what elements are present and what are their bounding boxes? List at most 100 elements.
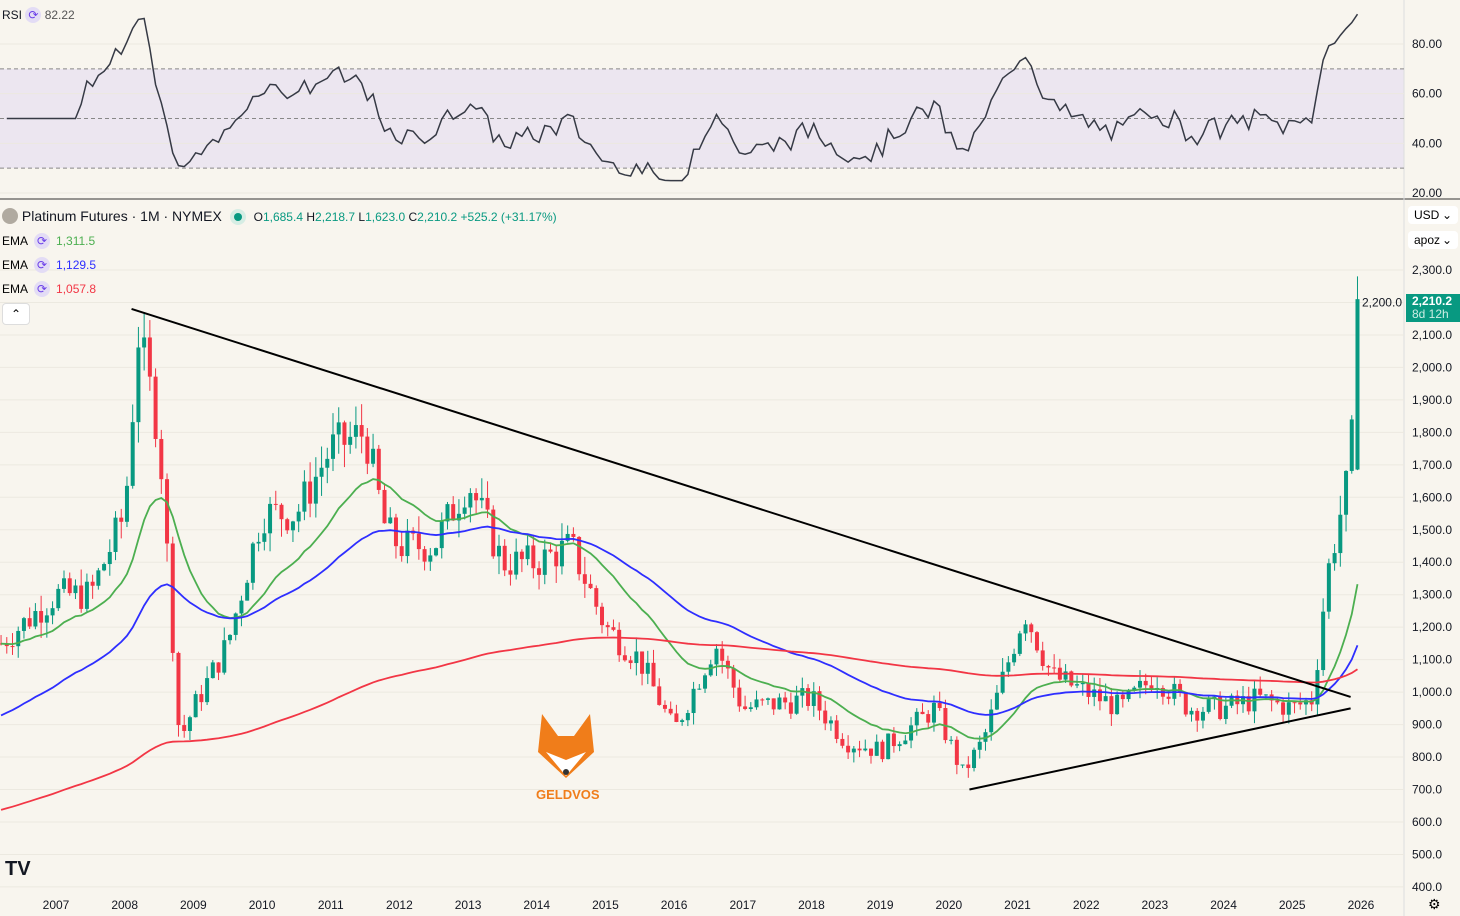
candle [102,564,107,571]
candle [531,545,536,569]
candle [514,551,519,575]
y-tick-label: 800.0 [1412,750,1442,764]
y-tick-label: 2,100.0 [1412,328,1452,342]
candle [262,533,267,542]
symbol-legend[interactable]: Platinum Futures · 1M · NYMEX O1,685.4 H… [2,208,557,224]
candle [937,702,942,709]
candle [1103,696,1108,702]
candle [600,606,605,626]
candle [1029,624,1034,633]
candle [1332,553,1337,564]
candle [1206,699,1211,712]
candle [33,611,38,627]
candle [703,675,708,689]
candle [359,425,364,437]
candle [725,660,730,669]
candle [199,694,204,703]
candle [588,583,593,589]
candle [159,438,164,480]
candle [640,651,645,674]
candle [165,479,170,544]
y-tick-label: 700.0 [1412,783,1442,797]
candle [783,697,788,703]
candle [1200,711,1205,721]
candle [124,485,129,522]
candle [382,489,387,524]
ema-legend-3[interactable]: EMA ⟳ 1,057.8 [2,281,97,297]
candle [388,517,393,524]
x-tick-label: 2023 [1142,898,1169,912]
candle [1080,682,1085,685]
candle [743,706,748,709]
candle [153,376,158,439]
candle [1223,705,1228,719]
candle [582,574,587,584]
candle [737,687,742,707]
candle [227,634,232,641]
candle [39,611,44,623]
candle [1263,694,1268,696]
candle [371,448,376,464]
last-price-label: 2,210.2 8d 12h [1406,294,1460,322]
ema-legend-2[interactable]: EMA ⟳ 1,129.5 [2,257,97,273]
candle [296,511,301,522]
candle [662,704,667,709]
tradingview-logo[interactable]: TV [5,858,31,880]
candle [416,533,421,550]
candle [239,600,244,614]
x-tick-label: 2014 [523,898,550,912]
x-tick-label: 2008 [111,898,138,912]
candle [245,582,250,601]
candle [445,504,450,522]
x-tick-label: 2019 [867,898,894,912]
collapse-legend-button[interactable]: ⌃ [2,303,30,325]
candle [931,702,936,723]
trendline [131,308,1351,698]
candle [720,648,725,661]
candle [279,504,284,520]
candle [949,739,954,741]
candle [777,697,782,710]
y-tick-label: 400.0 [1412,880,1442,894]
candle [50,608,55,616]
candle [1178,683,1183,693]
candle [1046,665,1051,668]
candle [857,748,862,751]
candle [393,517,398,547]
candle [1303,700,1308,705]
currency-select[interactable]: USD ⌄ [1408,206,1458,224]
symbol-icon [2,208,18,224]
candle [537,568,542,575]
candle [765,698,770,700]
candle [348,436,353,445]
x-tick-label: 2026 [1348,898,1375,912]
settings-gear-icon[interactable]: ⚙ [1428,896,1441,912]
x-tick-label: 2018 [798,898,825,912]
candle [714,648,719,665]
candle [634,651,639,664]
ema-legend-1[interactable]: EMA ⟳ 1,311.5 [2,233,96,249]
candle [79,585,84,609]
candle [886,733,891,760]
candle [479,497,484,501]
candle [806,688,811,706]
x-tick-label: 2012 [386,898,413,912]
y-tick-label: 1,300.0 [1412,588,1452,602]
candle [1097,689,1102,702]
unit-select[interactable]: apoz ⌄ [1408,231,1458,249]
candle [548,549,553,552]
candle [365,436,370,464]
x-tick-label: 2017 [729,898,756,912]
candle [210,662,215,679]
candle [731,668,736,688]
rsi-tick: 20.00 [1412,186,1442,200]
candle [834,720,839,739]
market-status-icon [233,213,242,221]
candle [508,570,513,575]
candle [107,551,112,565]
x-tick-label: 2016 [661,898,688,912]
candle [73,585,78,594]
candle [754,699,759,708]
candle [1000,671,1005,693]
